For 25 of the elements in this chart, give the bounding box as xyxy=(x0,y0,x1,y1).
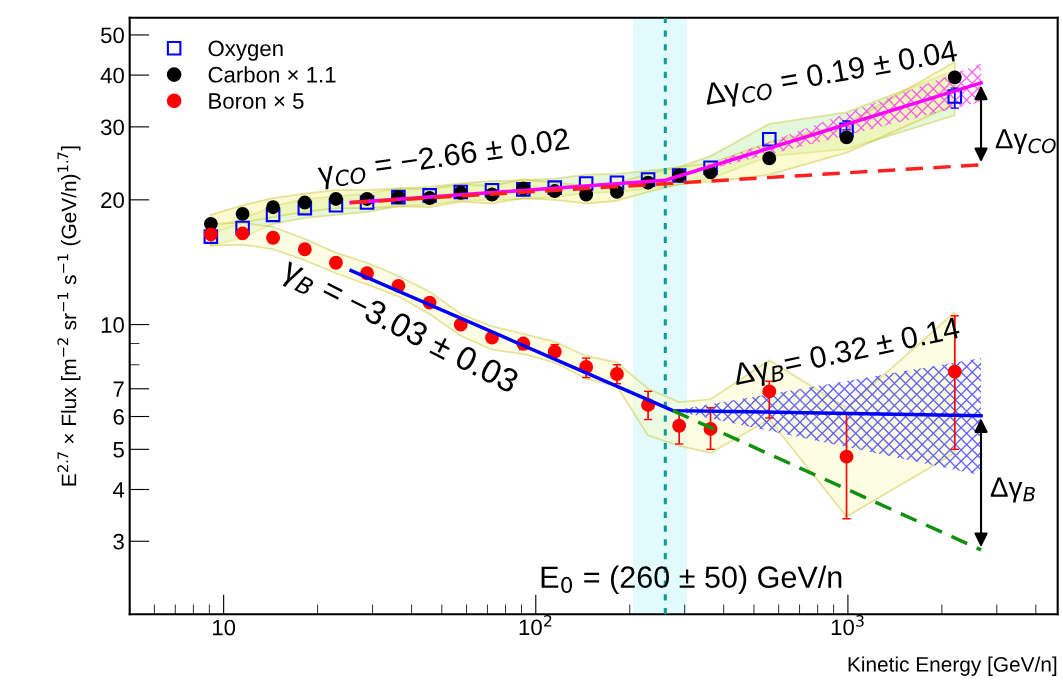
annotation: E$_{0}$ = (260 ± 50) GeV/n xyxy=(541,565,842,595)
y-tick-label: 40 xyxy=(100,67,124,84)
annotation: Δγ$_{B}$ xyxy=(990,477,1035,503)
legend-label: Carbon × 1.1 xyxy=(208,66,336,83)
x-tick-label: 10$^{3}$ xyxy=(831,614,864,636)
y-tick-label: 7 xyxy=(113,381,124,397)
y-tick-label: 10 xyxy=(101,317,124,333)
text: E$^{2.7}$ × Flux [m$^{−2}$ sr$^{−1}$ s$^{−1}$ (GeV/n)$^{1.7}$] xyxy=(57,146,81,486)
x-axis-title: Kinetic Energy [GeV/n] xyxy=(848,656,1057,676)
y-tick-label: 3 xyxy=(113,533,124,550)
annotation: γ$_{B}$ = −3.03 ± 0.03 xyxy=(277,256,521,400)
legend-label: Boron × 5 xyxy=(209,93,304,109)
annotation: Δγ$_{B}$= 0.32 ± 0.14 xyxy=(732,316,962,392)
annotation: γ$_{CO}$ = −2.66 ± 0.02 xyxy=(316,127,571,191)
annotation: Δγ$_{CO}$ = 0.19 ± 0.04 xyxy=(703,39,959,112)
y-tick-label: 20 xyxy=(101,192,124,209)
y-tick-label: 5 xyxy=(113,442,124,458)
annotation: Δγ$_{CO}$ xyxy=(995,129,1056,155)
legend-label: Oxygen xyxy=(208,40,283,61)
y-tick-label: 4 xyxy=(112,482,125,498)
y-tick-label: 30 xyxy=(100,119,124,136)
y-tick-label: 50 xyxy=(101,27,124,44)
x-tick-label: 10$^{2}$ xyxy=(519,614,552,636)
x-tick-label: 10 xyxy=(212,619,236,636)
y-tick-label: 6 xyxy=(113,409,124,425)
